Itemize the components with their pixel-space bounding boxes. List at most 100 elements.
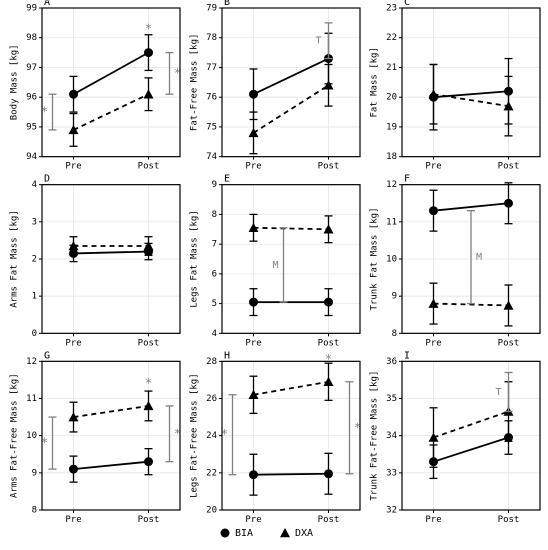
ytick-label: 34 (386, 431, 397, 441)
ytick-label: 12 (26, 357, 37, 367)
plot-bg (222, 185, 360, 334)
ytick-label: 79 (206, 4, 217, 14)
xtick-label: Post (318, 515, 340, 525)
legend-label: BIA (235, 528, 253, 539)
xtick-label: Pre (245, 338, 261, 348)
panel-F: M89101112PrePostTrunk Fat Mass [kg]F (370, 174, 541, 349)
ytick-label: 9 (392, 292, 397, 302)
plot-bg (42, 8, 180, 157)
sig-label: T (495, 387, 501, 398)
legend: BIA DXA (221, 528, 314, 539)
panel-H: ***2022242628PrePostLegs Fat-Free Mass [… (190, 350, 362, 525)
ytick-label: 23 (386, 4, 397, 14)
xtick-label: Pre (425, 515, 441, 525)
ytick-label: 22 (386, 33, 397, 43)
panel-A: ***949596979899PrePostBody Mass [kg]A (10, 0, 182, 172)
ytick-label: 5 (212, 299, 217, 309)
ytick-label: 28 (206, 357, 217, 367)
ytick-label: 9 (32, 468, 37, 478)
marker-circle (429, 206, 438, 215)
marker-circle (221, 529, 230, 538)
marker-circle (144, 457, 153, 466)
sig-star: * (325, 352, 332, 366)
panel-letter: I (404, 350, 410, 361)
ytick-label: 24 (206, 431, 217, 441)
marker-circle (69, 465, 78, 474)
sig-star: * (145, 21, 152, 35)
marker-circle (144, 48, 153, 57)
ytick-label: 99 (26, 4, 37, 14)
ytick-label: 22 (206, 468, 217, 478)
xtick-label: Post (318, 162, 340, 172)
ytick-label: 97 (26, 63, 37, 73)
xtick-label: Pre (425, 338, 441, 348)
panel-C: 181920212223PrePostFat Mass [kg]C (370, 0, 541, 172)
ytick-label: 2 (32, 255, 37, 265)
panel-E: M456789PrePostLegs Fat Mass [kg]E (190, 174, 361, 349)
ytick-label: 98 (26, 33, 37, 43)
ytick-label: 8 (32, 506, 37, 516)
sig-label: M (476, 252, 482, 263)
sig-label: T (315, 36, 321, 47)
figure-root: ***949596979899PrePostBody Mass [kg]AT74… (0, 0, 548, 550)
ytick-label: 10 (386, 255, 397, 265)
panel-letter: G (44, 350, 50, 361)
ytick-label: 3 (32, 217, 37, 227)
marker-circle (249, 90, 258, 99)
ytick-label: 6 (212, 269, 217, 279)
marker-triangle (280, 528, 290, 537)
xtick-label: Post (498, 338, 520, 348)
ytick-label: 4 (32, 180, 37, 190)
panel-D: 01234PrePostArms Fat Mass [kg]D (10, 174, 181, 349)
ylabel: Legs Fat Mass [kg] (190, 210, 200, 308)
xtick-label: Post (498, 515, 520, 525)
ytick-label: 26 (206, 394, 217, 404)
ytick-label: 11 (26, 394, 37, 404)
ytick-label: 10 (26, 431, 37, 441)
figure-svg: ***949596979899PrePostBody Mass [kg]AT74… (0, 0, 548, 550)
ylabel: Fat Mass [kg] (370, 47, 380, 117)
ytick-label: 21 (386, 63, 397, 73)
ytick-label: 78 (206, 33, 217, 43)
ytick-label: 36 (386, 357, 397, 367)
panel-I: T3233343536PrePostTrunk Fat-Free Mass [k… (370, 350, 541, 525)
sig-star: * (145, 376, 152, 390)
panel-letter: D (44, 174, 50, 185)
xtick-label: Post (318, 338, 340, 348)
ytick-label: 76 (206, 93, 217, 103)
panel-G: ***89101112PrePostArms Fat-Free Mass [kg… (10, 350, 182, 525)
ylabel: Trunk Fat-Free Mass [kg] (370, 371, 380, 501)
sig-label: M (272, 260, 278, 271)
ytick-label: 33 (386, 468, 397, 478)
ytick-label: 8 (212, 210, 217, 220)
ytick-label: 0 (32, 329, 37, 339)
ytick-label: 7 (212, 240, 217, 250)
xtick-label: Post (498, 162, 520, 172)
panel-letter: E (224, 174, 230, 185)
panel-letter: B (224, 0, 230, 8)
xtick-label: Post (138, 162, 160, 172)
ytick-label: 8 (392, 329, 397, 339)
panel-letter: A (44, 0, 50, 8)
panel-letter: H (224, 350, 230, 361)
xtick-label: Pre (65, 162, 81, 172)
marker-circle (324, 469, 333, 478)
marker-circle (69, 90, 78, 99)
ytick-label: 20 (386, 93, 397, 103)
ytick-label: 94 (26, 152, 37, 162)
ytick-label: 4 (212, 329, 217, 339)
ytick-label: 20 (206, 506, 217, 516)
xtick-label: Pre (245, 162, 261, 172)
xtick-label: Pre (65, 338, 81, 348)
series-line-BIA (254, 474, 329, 475)
legend-label: DXA (295, 528, 313, 539)
ytick-label: 1 (32, 292, 37, 302)
ytick-label: 11 (386, 217, 397, 227)
xtick-label: Pre (245, 515, 261, 525)
xtick-label: Pre (425, 162, 441, 172)
plot-bg (402, 8, 540, 157)
ylabel: Legs Fat-Free Mass [kg] (190, 373, 200, 498)
marker-circle (504, 199, 513, 208)
ylabel: Body Mass [kg] (10, 44, 20, 120)
ytick-label: 95 (26, 122, 37, 132)
